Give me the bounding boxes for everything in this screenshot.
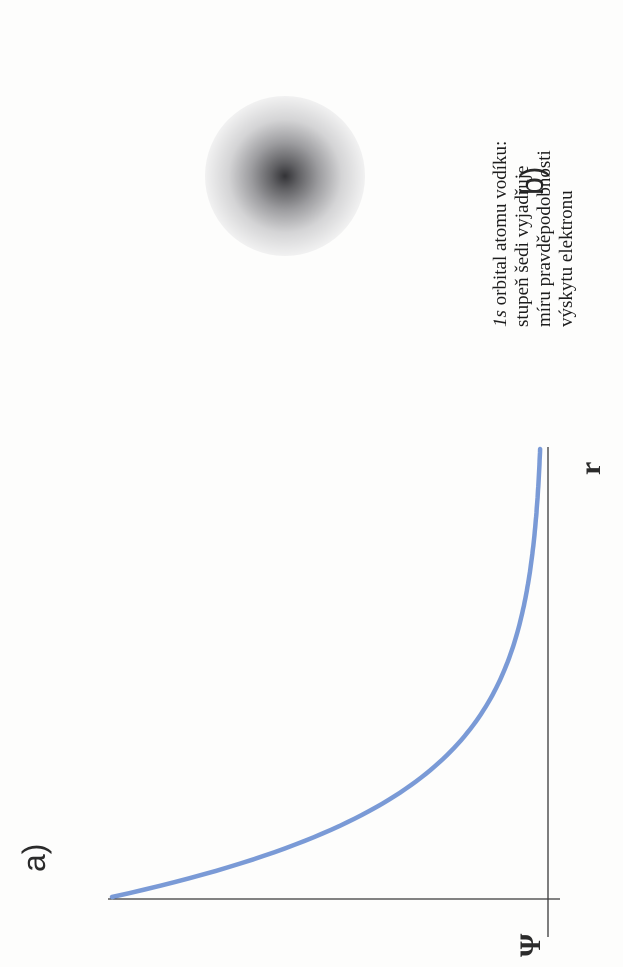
- orbital-caption: 1s orbital atomu vodíku: stupeň šedi vyj…: [490, 17, 578, 327]
- caption-line-2: stupeň šedi vyjadřuje: [512, 165, 533, 327]
- orbital-1s-image: [205, 96, 365, 256]
- caption-line-3: míru pravděpodobnosti: [534, 150, 555, 327]
- caption-line-1: 1s orbital atomu vodíku:: [490, 17, 512, 327]
- x-axis-label: r: [574, 462, 607, 475]
- caption-orbital-symbol: 1s: [490, 310, 511, 327]
- wavefunction-curve: [109, 446, 543, 900]
- caption-line-1-text: orbital atomu vodíku:: [490, 140, 511, 311]
- y-axis-label: Ψ: [514, 933, 547, 957]
- caption-line-4: výskytu elektronu: [556, 190, 577, 327]
